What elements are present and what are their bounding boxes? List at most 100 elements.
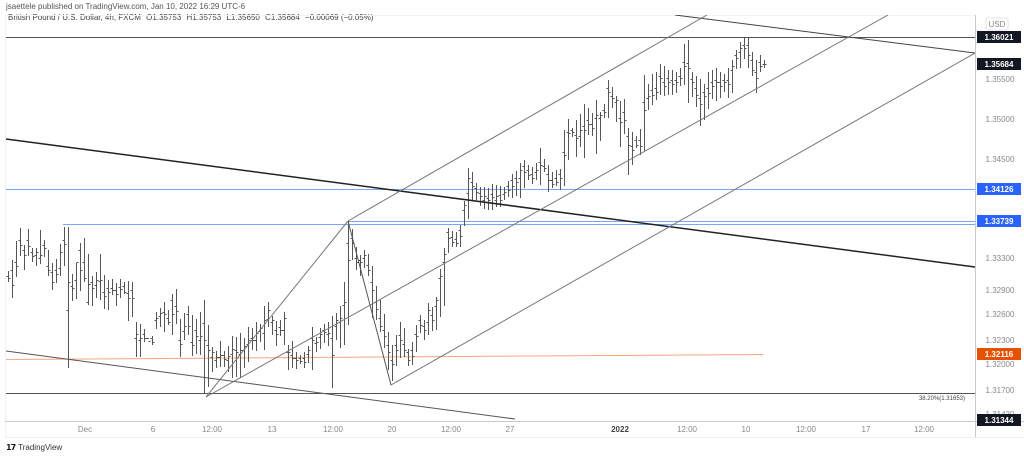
ohlc-bar [138,324,143,357]
ohlc-bar [326,322,331,346]
ohlc-bar [430,307,435,331]
ohlc-bar [86,254,91,305]
trendline-lower-downtrend[interactable] [5,350,516,420]
svg-text:1.31344: 1.31344 [985,416,1014,425]
time-tick-label: 12:00 [441,425,462,434]
publisher-caption: jsaettele published on TradingView.com, … [6,2,246,11]
ohlc-bar [158,308,163,327]
ohlc-bar [290,341,295,368]
ohlc-bar [90,276,95,306]
ohlc-bar [110,279,115,295]
svg-text:1.33739: 1.33739 [985,217,1014,226]
horizontal-levels[interactable] [5,37,975,394]
trendlines[interactable] [5,15,975,420]
ohlc-bar [650,74,655,105]
trendline-channel-lower[interactable] [390,52,975,386]
ohlc-bar [398,322,403,358]
ohlc-bar [298,355,303,364]
ohlc-bar [626,128,631,175]
fib-annotations: 38.20%(1.31653) [919,396,965,402]
ohlc-bar [730,60,735,93]
ohlc-bar [310,327,315,370]
currency-label: USD [989,20,1006,29]
ohlc-bar [586,108,591,135]
ohlc-bar [418,315,423,333]
ohlc-bar [694,76,699,107]
time-tick-label: 6 [151,425,156,434]
ohlc-bar [562,130,567,186]
level-line-4[interactable] [5,354,764,360]
ohlc-bar [166,310,171,325]
ohlc-bar [222,351,227,367]
trendline-channel-upper[interactable] [347,15,708,222]
ohlc-bar [678,68,683,86]
ohlc-bar [654,72,659,100]
ohlc-bar [214,351,219,368]
ohlc-bar [50,263,55,290]
ohlc-bar [126,281,131,321]
ohlc-bar [70,274,75,301]
ohlc-bar [410,342,415,365]
ohlc-bar [522,160,527,188]
ohlc-bar [690,72,695,97]
trendline-major-downtrend[interactable] [5,138,975,268]
ohlc-bar [10,260,15,298]
ohlc-bar [478,187,483,206]
ohlc-bar [510,174,515,198]
ohlc-bar [170,294,175,335]
ohlc-bar [134,322,139,357]
ohlc-bar [182,313,187,340]
time-tick-label: 20 [388,425,397,434]
ohlc-low: L1.35650 [226,13,260,22]
footer: 𝟭𝟳 TradingView [6,443,62,452]
ohlc-bar [726,68,731,98]
ohlc-bar [82,238,87,282]
ohlc-bar [154,312,159,329]
ohlc-bar [218,341,223,367]
ohlc-bar [666,70,671,95]
trendline-pitchfork-handle[interactable] [347,220,392,386]
tradingview-logo-icon[interactable]: 𝟭𝟳 [6,443,16,452]
ohlc-bar [474,183,479,200]
brand-name[interactable]: TradingView [18,443,63,452]
ohlc-bar [486,188,491,210]
ohlc-bar [66,227,71,368]
ohlc-bar [710,70,715,99]
time-tick-label: 12:00 [914,425,935,434]
time-tick-label: 12:00 [202,425,223,434]
ohlc-bar [230,336,235,378]
ohlc-bar [262,306,267,350]
ohlc-bar [334,313,339,340]
trendline-upper-downtrend[interactable] [674,15,975,54]
ohlc-bar [46,250,51,276]
ohlc-bar [590,113,595,136]
time-axis[interactable]: Dec 6 12:00 13 12:00 20 12:00 27 2022 12:00 10 12:0… [78,425,935,434]
ohlc-bar [206,325,211,387]
ohlc-bar [618,101,623,147]
svg-text:1.35684: 1.35684 [985,60,1014,69]
svg-text:1.36021: 1.36021 [985,33,1014,42]
ohlc-bar [534,163,539,180]
price-label-badge: 1.35684 [977,58,1021,70]
trendline-pitchfork-base[interactable] [205,220,349,398]
ohlc-bar [346,221,351,325]
ohlc-bar [6,271,11,282]
ohlc-bar [466,168,471,219]
trendline-channel-middle[interactable] [205,15,889,398]
time-tick-label: 12:00 [796,425,817,434]
ohlc-bar [546,165,551,192]
ohlc-bar [714,68,719,101]
ohlc-bar [186,306,191,335]
time-tick-label: 12:00 [677,425,698,434]
ohlc-bar [662,66,667,96]
ohlc-bar [746,37,751,68]
ohlc-bar [634,136,639,148]
ohlc-bar [142,329,147,342]
ohlc-bar [670,70,675,95]
price-axis[interactable]: USD 1.35500 1.35000 1.34500 1.33300 1.32900 1… [977,17,1021,426]
ohlc-bar [518,163,523,198]
ohlc-bar [318,328,323,349]
ohlc-bar [146,338,151,342]
ohlc-bar [306,346,311,363]
